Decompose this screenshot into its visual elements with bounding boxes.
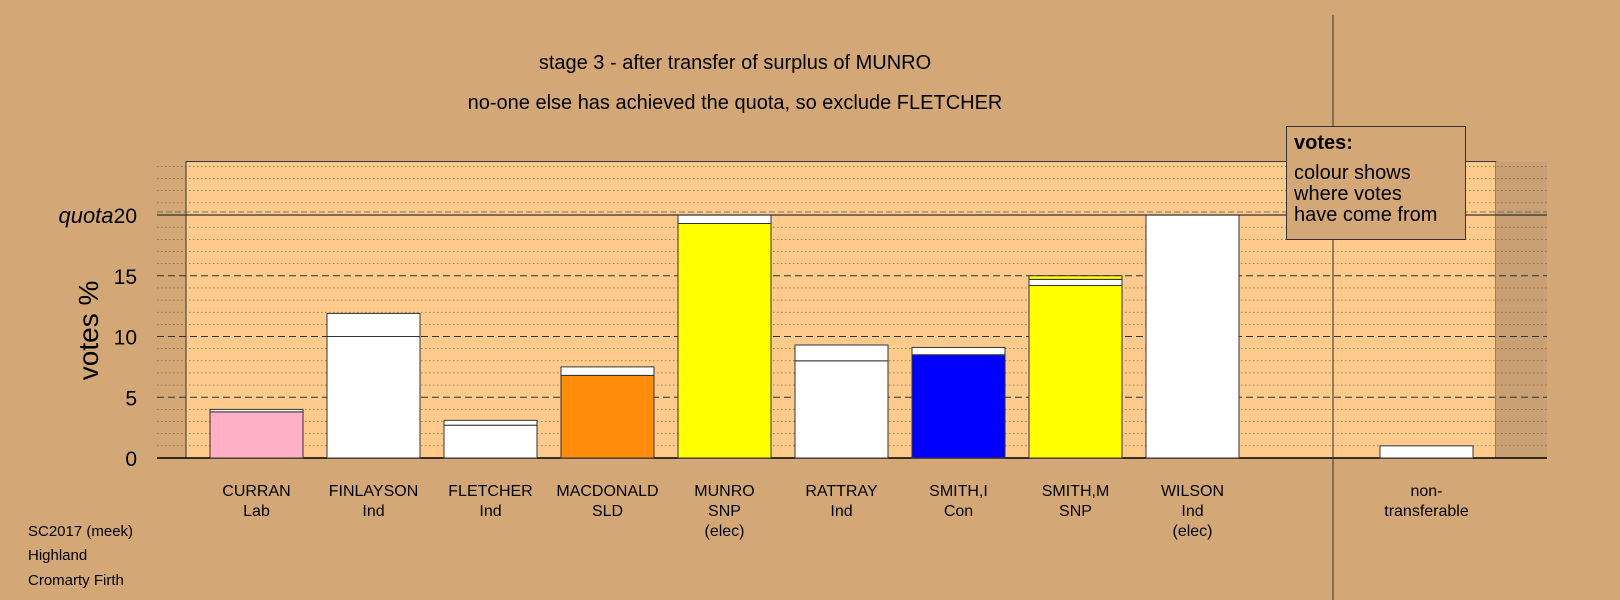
candidate-status: (elec) [704, 523, 744, 540]
candidate-party: Ind [362, 503, 384, 520]
y-tick-label: 5 [125, 387, 137, 410]
y-tick-label: 10 [114, 327, 137, 350]
bar-segment [326, 312, 421, 338]
legend-box: votes: colour shows where votes have com… [1286, 126, 1466, 240]
nontransferable-bar [1379, 445, 1474, 459]
candidate-party: Ind [830, 503, 852, 520]
bar-segment [1145, 214, 1240, 459]
bar-segment [1028, 278, 1123, 286]
bar-segment [209, 408, 304, 413]
legend-line: where votes [1294, 183, 1402, 205]
candidate-name: CURRAN [222, 483, 290, 500]
chart-subtitle: no-one else has achieved the quota, so e… [467, 92, 1003, 114]
bar-segment [677, 214, 772, 225]
plot-margin [1496, 161, 1547, 459]
bar-segment [1028, 275, 1123, 280]
bar-segment [560, 374, 655, 459]
footer-council: Highland [28, 547, 88, 564]
bar-segment [443, 419, 538, 426]
y-axis-label: votes % [73, 281, 104, 381]
bar-segment [911, 346, 1006, 356]
bar-segment [560, 366, 655, 376]
quota-label: quota [58, 203, 113, 228]
legend-title: votes: [1294, 132, 1353, 154]
candidate-party: Ind [1181, 503, 1203, 520]
y-tick-label: 0 [125, 448, 137, 471]
footer-ward: Cromarty Firth [28, 572, 124, 589]
footer-method: SC2017 (meek) [28, 523, 134, 540]
candidate-status: (elec) [1172, 523, 1212, 540]
legend-line: colour shows [1294, 162, 1411, 184]
legend-line: have come from [1294, 204, 1438, 226]
bar-segment [209, 411, 304, 459]
candidate-name: FINLAYSON [329, 483, 419, 500]
bar-segment [326, 336, 421, 459]
bar-segment [1028, 284, 1123, 459]
candidate-party: Ind [479, 503, 501, 520]
y-tick-label: 20 [114, 205, 137, 228]
chart-title: stage 3 - after transfer of surplus of M… [538, 52, 932, 74]
candidate-party: SNP [1059, 503, 1092, 520]
nontransferable-label: non- [1410, 483, 1442, 500]
bar-segment [794, 360, 889, 459]
candidate-name: MUNRO [694, 483, 754, 500]
bar-segment [443, 424, 538, 459]
candidate-party: Lab [243, 503, 270, 520]
candidate-name: FLETCHER [448, 483, 532, 500]
candidate-name: RATTRAY [805, 483, 878, 500]
bar-segment [677, 223, 772, 459]
bar-segment [911, 354, 1006, 459]
candidate-party: Con [944, 503, 973, 520]
candidate-party: SLD [592, 503, 623, 520]
bar-segment [794, 344, 889, 362]
candidate-name: SMITH,I [929, 483, 988, 500]
nontransferable-label: transferable [1384, 503, 1469, 520]
candidate-party: SNP [708, 503, 741, 520]
candidate-name: MACDONALD [556, 483, 658, 500]
y-tick-label: 15 [114, 266, 137, 289]
candidate-name: SMITH,M [1042, 483, 1110, 500]
candidate-name: WILSON [1161, 483, 1224, 500]
